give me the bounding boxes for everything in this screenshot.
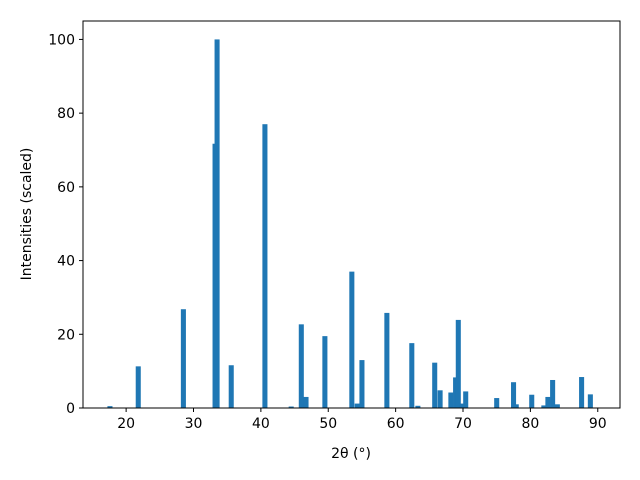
- bar: [453, 377, 459, 408]
- bar: [432, 362, 438, 408]
- bar: [463, 391, 469, 408]
- bar: [448, 392, 454, 408]
- x-axis-label: 2θ (°): [331, 446, 371, 462]
- bar: [550, 379, 556, 408]
- x-tick-label: 70: [454, 416, 472, 432]
- bar: [541, 405, 547, 408]
- bar: [587, 394, 593, 408]
- bar: [384, 312, 390, 408]
- y-tick-label: 0: [66, 401, 75, 417]
- bar: [359, 360, 365, 408]
- x-tick-label: 30: [185, 416, 203, 432]
- bar: [494, 398, 500, 408]
- y-tick-label: 100: [48, 32, 75, 48]
- bar: [511, 382, 517, 408]
- x-tick-label: 40: [252, 416, 270, 432]
- bar: [579, 377, 585, 408]
- plot-frame: [82, 20, 621, 409]
- bar: [554, 404, 560, 408]
- bar: [107, 406, 113, 408]
- bar: [288, 406, 294, 408]
- bar: [437, 390, 443, 408]
- bar: [214, 39, 220, 409]
- bar: [298, 324, 304, 408]
- bar: [262, 124, 268, 408]
- x-tick-label: 50: [319, 416, 337, 432]
- y-tick-label: 20: [57, 327, 75, 343]
- bar: [303, 396, 309, 408]
- bar: [545, 396, 551, 408]
- bar: [409, 343, 415, 408]
- bar: [180, 309, 186, 408]
- bar: [459, 403, 465, 408]
- y-tick-label: 40: [57, 254, 75, 270]
- y-tick-label: 60: [57, 180, 75, 196]
- bar: [415, 405, 421, 408]
- x-tick-label: 80: [521, 416, 539, 432]
- y-axis-label: Intensities (scaled): [19, 148, 35, 281]
- bar: [135, 366, 141, 408]
- bar: [228, 365, 234, 408]
- bar: [455, 319, 461, 408]
- bar: [529, 394, 535, 408]
- x-tick-label: 90: [589, 416, 607, 432]
- bar: [322, 336, 328, 408]
- bar: [513, 404, 519, 408]
- x-tick-label: 60: [387, 416, 405, 432]
- bar: [354, 403, 360, 408]
- y-tick-label: 80: [57, 106, 75, 122]
- bar: [349, 271, 355, 408]
- x-tick-label: 20: [117, 416, 135, 432]
